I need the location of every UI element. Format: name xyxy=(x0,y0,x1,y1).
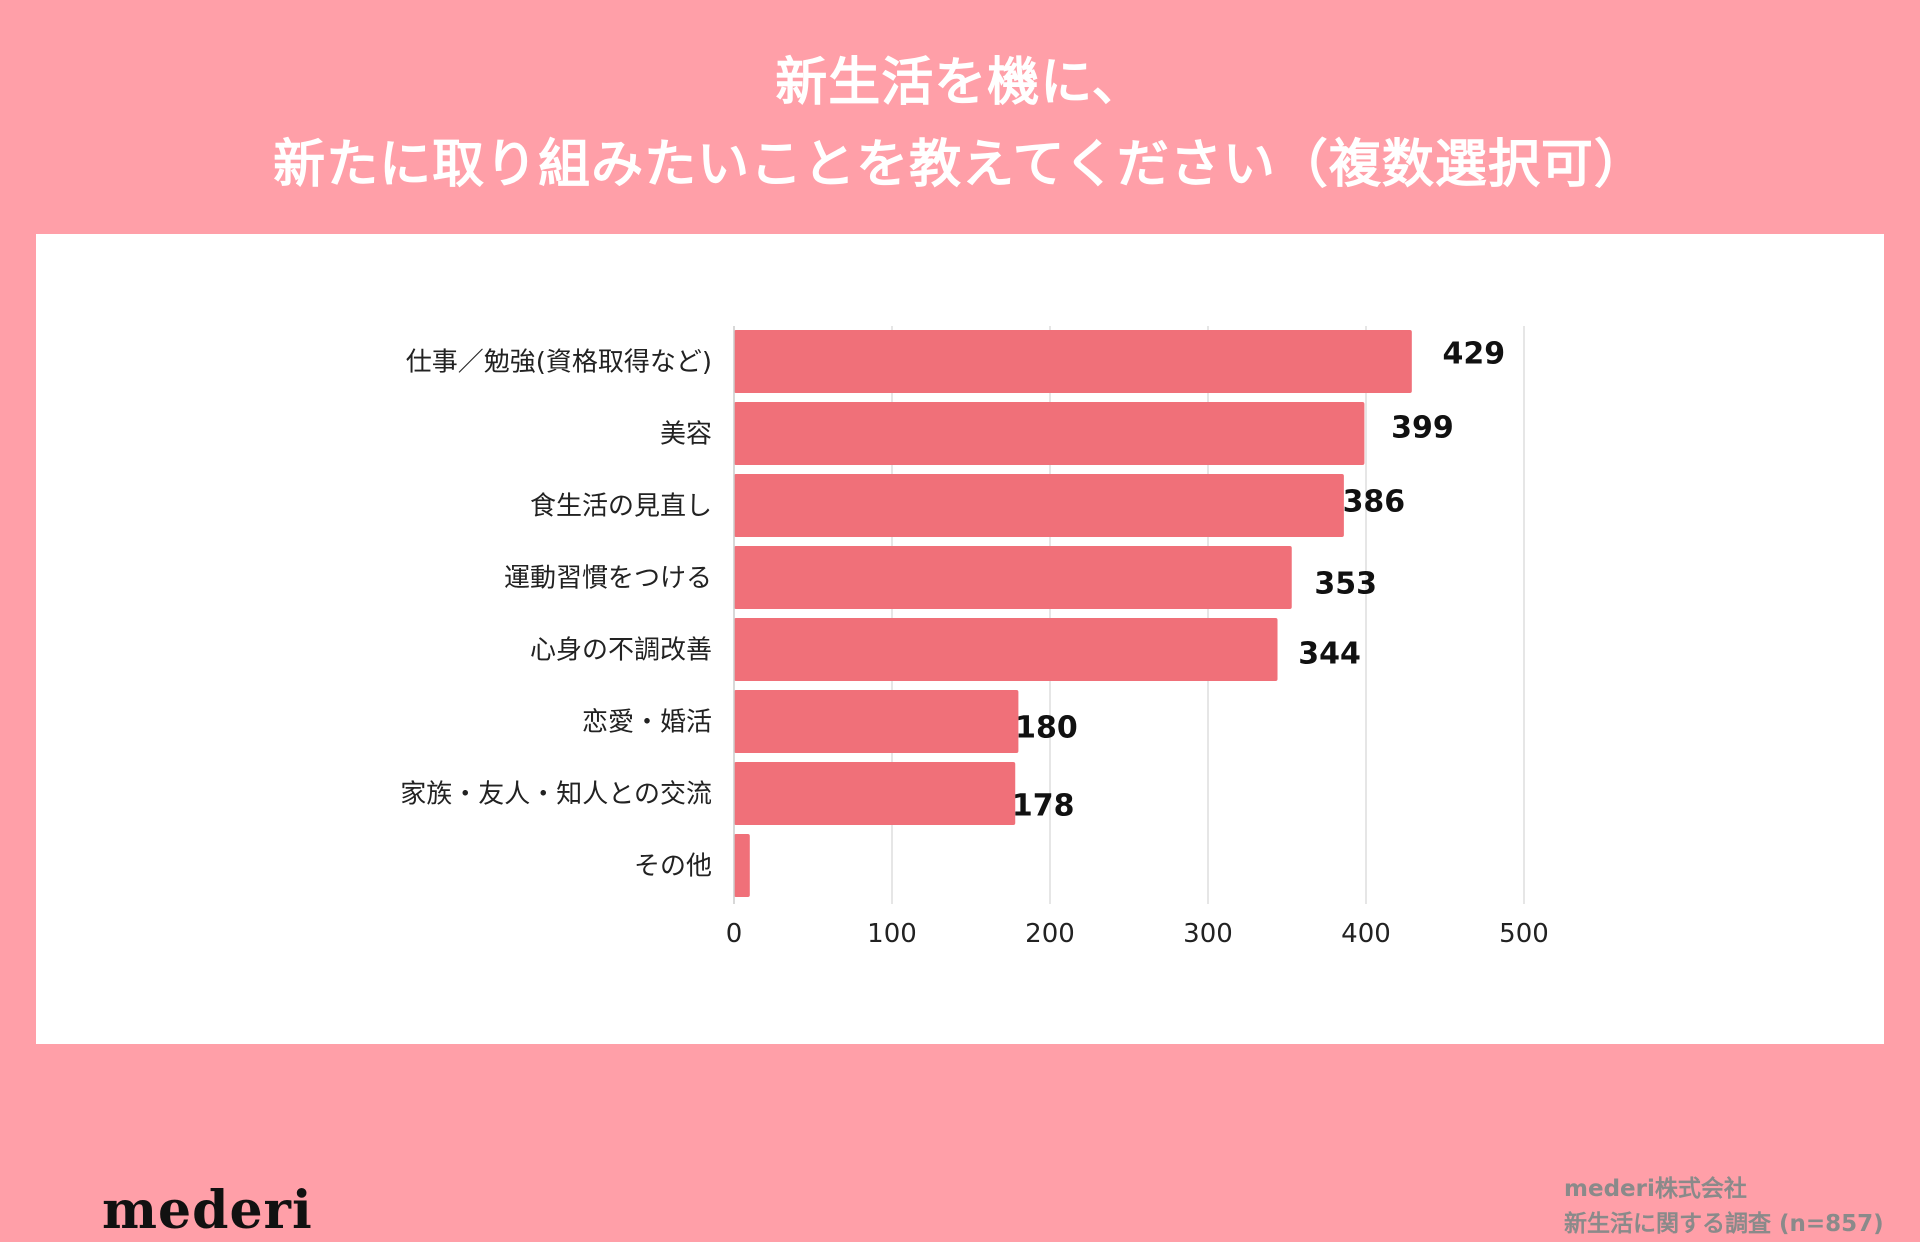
category-label: その他 xyxy=(634,852,712,882)
value-label: 344 xyxy=(1298,637,1361,672)
x-tick-label: 500 xyxy=(1499,919,1549,949)
category-label: 恋愛・婚活 xyxy=(582,708,712,738)
mederi-logo: mederi xyxy=(102,1180,313,1241)
bar-5 xyxy=(734,690,1019,753)
value-label: 429 xyxy=(1443,337,1506,372)
x-tick-label: 300 xyxy=(1183,919,1233,949)
category-label: 仕事／勉強(資格取得など) xyxy=(406,348,712,378)
x-tick-label: 100 xyxy=(867,919,917,949)
x-tick-label: 200 xyxy=(1025,919,1075,949)
source-company: mederi株式会社 xyxy=(1564,1176,1747,1202)
bar-1 xyxy=(734,402,1365,465)
category-label: 食生活の見直し xyxy=(530,492,712,522)
source-survey: 新生活に関する調査 (n=857) xyxy=(1564,1211,1884,1237)
source-note: mederi株式会社 新生活に関する調査 (n=857) xyxy=(1564,1172,1884,1242)
value-label: 386 xyxy=(1343,485,1406,520)
value-label: 353 xyxy=(1314,567,1377,602)
category-label: 家族・友人・知人との交流 xyxy=(400,780,712,810)
title-line-1: 新生活を機に、 xyxy=(775,53,1145,113)
value-label: 178 xyxy=(1012,789,1075,824)
value-label: 180 xyxy=(1015,711,1078,746)
value-label: 399 xyxy=(1391,411,1454,446)
x-tick-label: 400 xyxy=(1341,919,1391,949)
chart-panel: 仕事／勉強(資格取得など) 429 美容 399 食生活の見直し 386 運動習慣をつける 3… xyxy=(36,234,1884,1241)
x-tick-label: 0 xyxy=(726,919,743,949)
bar-3 xyxy=(734,546,1292,609)
category-label: 運動習慣をつける xyxy=(504,564,712,594)
bar-0 xyxy=(734,330,1412,393)
bar-chart: 仕事／勉強(資格取得など) 429 美容 399 食生活の見直し 386 運動習慣をつける 3… xyxy=(400,326,1549,949)
title-line-2: 新たに取り組みたいことを教えてください（複数選択可） xyxy=(273,135,1647,195)
category-label: 心身の不調改善 xyxy=(530,636,712,666)
bar-7 xyxy=(734,834,750,897)
bar-6 xyxy=(734,762,1016,825)
bar-4 xyxy=(734,618,1278,681)
bar-2 xyxy=(734,474,1344,537)
category-label: 美容 xyxy=(660,420,712,450)
chart-title: 新生活を機に、 新たに取り組みたいことを教えてください（複数選択可） xyxy=(0,42,1920,206)
